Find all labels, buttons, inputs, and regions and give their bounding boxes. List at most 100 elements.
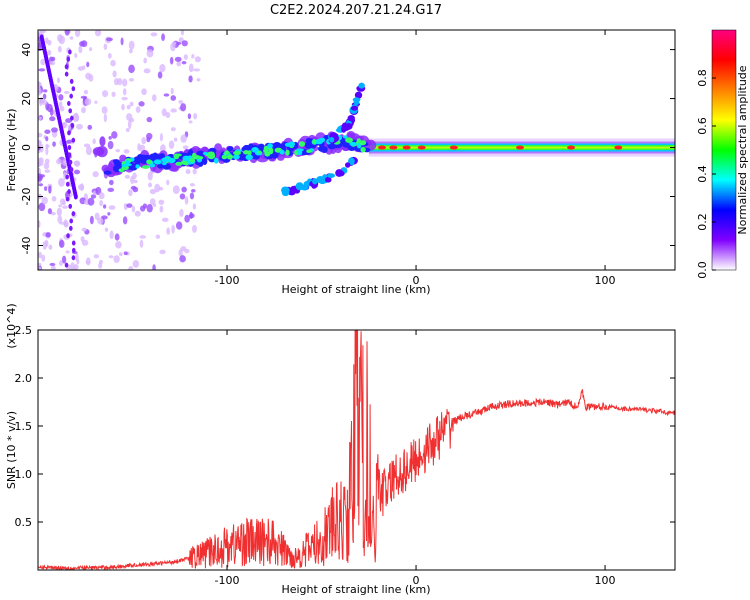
trend-core [296, 148, 304, 152]
noise-dot [170, 95, 177, 101]
snr-series-line [38, 330, 675, 570]
noise-dot [38, 180, 41, 185]
trend-core [247, 150, 252, 156]
trend-mid [322, 146, 328, 153]
noise-dot [176, 41, 182, 45]
snr-y-label: SNR (10 * v/v) [5, 411, 18, 489]
noise-dot [191, 53, 195, 59]
noise-dot [109, 230, 114, 240]
noise-dot [108, 179, 114, 186]
noise-dot [168, 140, 175, 150]
noise-dot [108, 205, 116, 210]
snr-ticks: -100 0 100 0.5 1.0 1.5 2.0 2.5 [15, 324, 675, 587]
noise-dot [181, 60, 187, 65]
noise-dot [58, 204, 63, 208]
noise-dot [59, 105, 65, 112]
noise-dot [93, 254, 100, 259]
y-tick-label: -20 [20, 188, 33, 206]
noise-dot [128, 48, 133, 54]
noise-dot [169, 56, 174, 65]
noise-dot [142, 203, 148, 209]
noise-dot [150, 32, 158, 37]
noise-dot [38, 116, 43, 121]
noise-dot [155, 234, 161, 239]
carrier-hotspot [516, 145, 525, 150]
noise-dot [188, 213, 195, 219]
trend-core [161, 161, 167, 166]
noise-dot [63, 90, 70, 94]
noise-dot [131, 205, 136, 213]
lower-branch-mark [295, 182, 304, 191]
noise-dot [183, 54, 188, 60]
noise-dot [84, 98, 92, 106]
noise-dot [170, 108, 177, 113]
noise-dot [59, 198, 66, 206]
noise-dot [77, 184, 85, 191]
spectrogram-x-label: Height of straight line (km) [281, 283, 430, 296]
noise-dot [71, 266, 77, 270]
snr-frame [37, 329, 676, 571]
trend-core [288, 141, 295, 147]
snr-panel: -100 0 100 0.5 1.0 1.5 2.0 2.5 Height of straig… [5, 303, 676, 596]
noise-dot [191, 224, 197, 233]
trend-core [167, 157, 176, 164]
noise-dot [123, 251, 128, 256]
trend-core [191, 152, 197, 159]
noise-dot [139, 235, 147, 239]
noise-dot [102, 90, 109, 98]
noise-dot [107, 140, 114, 150]
y-tick-label: 1.0 [15, 468, 33, 481]
noise-dot [130, 175, 135, 185]
noise-dot [44, 129, 51, 134]
noise-dot [108, 135, 112, 140]
trend-core [197, 156, 204, 160]
noise-dot [49, 116, 56, 122]
colorbar-tick-label: 0.0 [696, 261, 709, 279]
noise-dot [86, 61, 90, 68]
colorbar-tick-label: 0.6 [696, 117, 709, 135]
noise-dot [175, 221, 183, 230]
noise-dot [170, 127, 176, 132]
trend-outer [92, 146, 105, 156]
noise-dot [135, 106, 141, 113]
noise-dot [74, 52, 78, 59]
trend-mid [304, 142, 313, 149]
carrier-hotspot [449, 145, 458, 150]
noise-dot [38, 83, 41, 92]
noise-dot [89, 215, 94, 225]
noise-dot [99, 200, 104, 207]
noise-dot [87, 197, 95, 206]
trend-core [183, 161, 189, 166]
noise-dot [62, 205, 68, 209]
snr-x-label: Height of straight line (km) [281, 583, 430, 596]
noise-dot [107, 187, 115, 192]
noise-dot [95, 186, 102, 196]
trend-core [161, 157, 169, 163]
colorbar-gradient [711, 29, 737, 271]
noise-dot [51, 265, 56, 270]
band-mark [69, 218, 74, 224]
noise-dot [182, 145, 189, 150]
noise-dot [166, 179, 170, 186]
trend-core [224, 150, 230, 155]
trend-core [279, 149, 285, 155]
band-mark [70, 115, 74, 121]
noise-dot [118, 252, 123, 257]
spectrogram-panel: -100 0 100 -40 -20 0 20 40 Height of straight l… [5, 29, 676, 296]
noise-dot [97, 217, 104, 225]
upper-branch-mark [329, 136, 335, 143]
noise-dot [173, 137, 178, 142]
x-tick-label: 0 [413, 274, 420, 287]
trend-core [213, 157, 219, 164]
lower-branch-mark [348, 157, 355, 166]
trend-core [245, 154, 253, 161]
spectrogram-y-label: Frequency (Hz) [5, 109, 18, 192]
noise-dot [58, 177, 65, 187]
noise-dot [100, 215, 108, 220]
colorbar-tick-label: 0.8 [696, 69, 709, 87]
noise-dot [111, 91, 116, 98]
noise-dot [193, 68, 201, 72]
noise-dot [196, 78, 201, 82]
noise-dot [122, 88, 127, 96]
